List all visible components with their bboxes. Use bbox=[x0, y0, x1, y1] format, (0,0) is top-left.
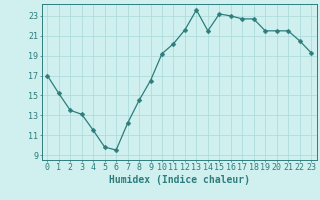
X-axis label: Humidex (Indice chaleur): Humidex (Indice chaleur) bbox=[109, 175, 250, 185]
